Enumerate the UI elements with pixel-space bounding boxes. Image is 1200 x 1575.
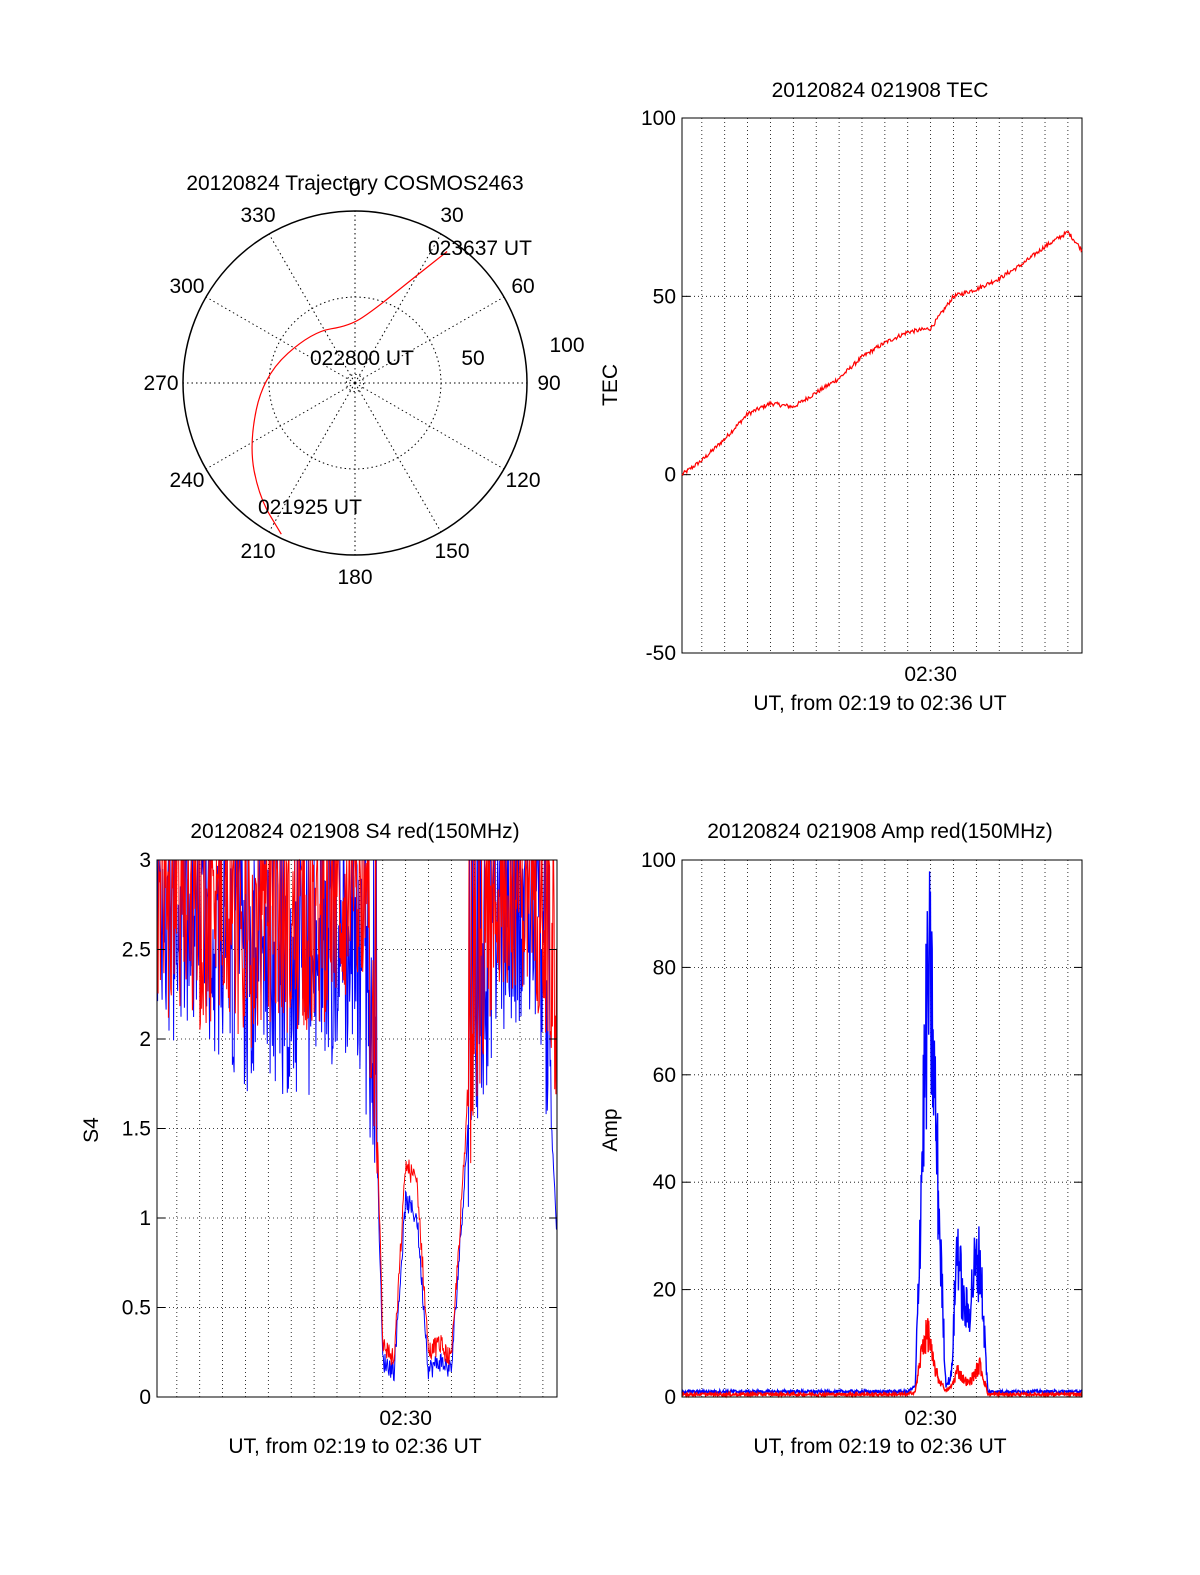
tec-title: 20120824 021908 TEC bbox=[772, 79, 989, 102]
polar-trajectory-panel: 20120824 Trajectory COSMOS2463 0 30 60 90 12… bbox=[143, 172, 584, 589]
polar-spoke bbox=[354, 382, 505, 470]
s4-ytick-label: 2 bbox=[139, 1028, 151, 1051]
polar-ring bbox=[345, 373, 365, 393]
polar-azimuth-label: 60 bbox=[511, 275, 534, 298]
amp-xtick-label: 02:30 bbox=[904, 1407, 957, 1430]
polar-azimuth-label: 30 bbox=[440, 204, 463, 227]
tec-plot-frame bbox=[681, 117, 1083, 654]
polar-spoke bbox=[205, 382, 356, 470]
amp-ylabel: Amp bbox=[599, 1108, 622, 1151]
polar-spoke bbox=[354, 233, 442, 384]
polar-azimuth-label: 0 bbox=[349, 178, 361, 201]
tec-chart-panel: 20120824 021908 TEC -50 0 50 100 02:30 UT, … bbox=[599, 79, 1083, 715]
polar-azimuth-label: 150 bbox=[434, 540, 469, 563]
tec-grid bbox=[682, 118, 1082, 653]
amp-plot-frame bbox=[681, 859, 1083, 1398]
s4-x-ticks: 02:30 bbox=[379, 1407, 432, 1430]
tec-y-ticks: -50 0 50 100 bbox=[641, 107, 1082, 665]
amp-ytick-label: 20 bbox=[653, 1279, 676, 1302]
polar-spoke bbox=[354, 382, 442, 533]
s4-series-red bbox=[156, 858, 558, 1366]
s4-ylabel: S4 bbox=[80, 1117, 103, 1143]
trajectory-start-label: 021925 UT bbox=[258, 496, 362, 519]
amp-ytick-label: 60 bbox=[653, 1064, 676, 1087]
s4-ytick-label: 0 bbox=[139, 1386, 151, 1409]
amp-series-red bbox=[681, 1318, 1083, 1399]
amp-ytick-label: 0 bbox=[664, 1386, 676, 1409]
polar-grid bbox=[182, 210, 528, 556]
polar-spoke bbox=[354, 296, 505, 384]
tec-ytick-label: 100 bbox=[641, 107, 676, 130]
polar-azimuth-label: 180 bbox=[337, 566, 372, 589]
polar-spoke bbox=[268, 382, 356, 533]
tec-xlabel: UT, from 02:19 to 02:36 UT bbox=[753, 692, 1006, 715]
tec-ytick-label: 0 bbox=[664, 464, 676, 487]
s4-xtick-label: 02:30 bbox=[379, 1407, 432, 1430]
amp-series-blue bbox=[681, 871, 1083, 1396]
trajectory-mid-label: 022800 UT bbox=[310, 347, 414, 370]
tec-ylabel: TEC bbox=[599, 364, 622, 406]
polar-title: 20120824 Trajectory COSMOS2463 bbox=[186, 172, 523, 195]
s4-ytick-label: 1.5 bbox=[122, 1118, 151, 1141]
amp-ytick-label: 100 bbox=[641, 849, 676, 872]
polar-radial-label: 100 bbox=[549, 334, 584, 357]
s4-chart-panel: 20120824 021908 S4 red(150MHz) 0 0.5 1 1.5 2… bbox=[80, 820, 558, 1458]
tec-ytick-label: -50 bbox=[646, 642, 676, 665]
tec-xtick-label: 02:30 bbox=[904, 663, 957, 686]
s4-ytick-label: 2.5 bbox=[122, 939, 151, 962]
tec-series-red bbox=[681, 230, 1083, 477]
amp-chart-panel: 20120824 021908 Amp red(150MHz) 0 20 40 60 8… bbox=[599, 820, 1083, 1458]
amp-ytick-label: 80 bbox=[653, 956, 676, 979]
amp-grid bbox=[682, 860, 1082, 1397]
polar-azimuth-label: 210 bbox=[240, 540, 275, 563]
polar-radial-label: 50 bbox=[461, 347, 484, 370]
polar-azimuth-label: 240 bbox=[169, 469, 204, 492]
polar-spoke bbox=[205, 296, 356, 384]
s4-ytick-label: 1 bbox=[139, 1207, 151, 1230]
trajectory-line bbox=[251, 251, 448, 535]
amp-y-ticks: 0 20 40 60 80 100 bbox=[641, 849, 1082, 1409]
polar-azimuth-label: 330 bbox=[240, 204, 275, 227]
tec-ytick-label: 50 bbox=[653, 285, 676, 308]
polar-azimuth-label: 270 bbox=[143, 372, 178, 395]
s4-ytick-label: 0.5 bbox=[122, 1297, 151, 1320]
trajectory-end-label: 023637 UT bbox=[428, 237, 532, 260]
polar-radial-labels: 50 100 bbox=[461, 334, 584, 370]
polar-azimuth-label: 300 bbox=[169, 275, 204, 298]
amp-title: 20120824 021908 Amp red(150MHz) bbox=[707, 820, 1053, 843]
polar-spoke bbox=[268, 233, 356, 384]
s4-xlabel: UT, from 02:19 to 02:36 UT bbox=[228, 1435, 481, 1458]
polar-azimuth-label: 120 bbox=[505, 469, 540, 492]
tec-x-ticks: 02:30 bbox=[904, 663, 957, 686]
s4-title: 20120824 021908 S4 red(150MHz) bbox=[190, 820, 519, 843]
s4-ytick-label: 3 bbox=[139, 849, 151, 872]
polar-azimuth-labels: 0 30 60 90 120 150 180 210 240 270 300 330 bbox=[143, 178, 560, 589]
amp-x-ticks: 02:30 bbox=[904, 1407, 957, 1430]
amp-ytick-label: 40 bbox=[653, 1171, 676, 1194]
polar-azimuth-label: 90 bbox=[537, 372, 560, 395]
s4-y-ticks: 0 0.5 1 1.5 2 2.5 3 bbox=[122, 849, 557, 1409]
amp-xlabel: UT, from 02:19 to 02:36 UT bbox=[753, 1435, 1006, 1458]
